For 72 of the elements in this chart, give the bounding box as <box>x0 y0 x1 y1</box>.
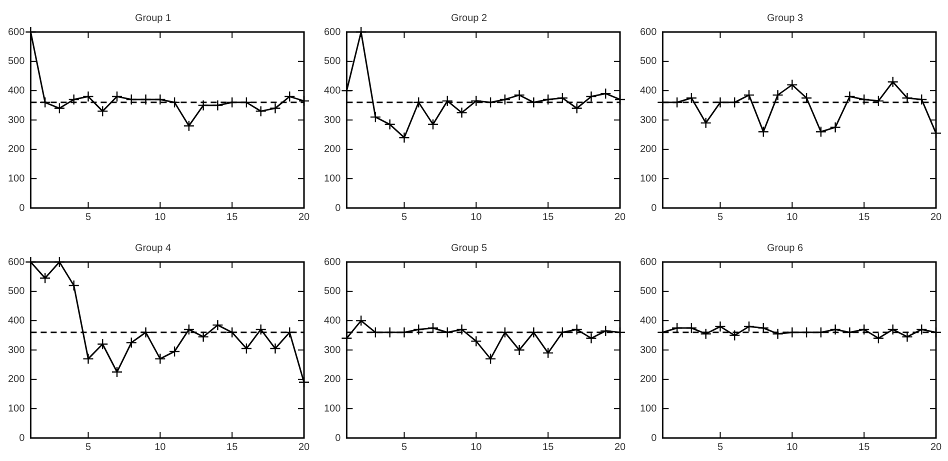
y-tick-label: 600 <box>640 256 658 268</box>
y-tick-label: 500 <box>324 56 342 68</box>
y-tick-label: 100 <box>8 403 26 414</box>
y-tick-label: 600 <box>8 26 26 38</box>
x-tick-label: 5 <box>401 442 408 453</box>
x-tick-label: 20 <box>298 442 310 453</box>
y-tick-label: 100 <box>324 173 342 184</box>
y-tick-label: 100 <box>8 173 26 184</box>
y-tick-label: 500 <box>8 286 26 298</box>
y-tick-label: 200 <box>640 144 658 156</box>
y-tick-label: 400 <box>640 85 658 96</box>
y-tick-label: 500 <box>640 56 658 68</box>
y-tick-label: 300 <box>324 114 342 126</box>
x-tick-label: 20 <box>298 212 310 223</box>
x-tick-label: 5 <box>401 212 408 223</box>
y-tick-label: 300 <box>640 344 658 356</box>
y-tick-label: 200 <box>8 144 26 156</box>
chart-title: Group 2 <box>450 12 488 24</box>
chart-title: Group 5 <box>450 242 488 254</box>
x-tick-label: 10 <box>786 212 798 223</box>
y-tick-label: 600 <box>324 26 342 38</box>
y-tick-label: 300 <box>8 344 26 356</box>
x-tick-label: 20 <box>614 442 626 453</box>
y-tick-label: 600 <box>324 256 342 268</box>
x-tick-label: 10 <box>786 442 798 453</box>
x-tick-label: 5 <box>717 212 724 223</box>
x-tick-label: 10 <box>154 212 166 223</box>
y-tick-label: 400 <box>8 315 26 326</box>
y-tick-label: 0 <box>19 432 26 444</box>
x-tick-label: 15 <box>542 212 554 223</box>
y-tick-label: 200 <box>640 374 658 386</box>
chart-title: Group 1 <box>134 12 172 24</box>
y-tick-label: 300 <box>8 114 26 126</box>
x-tick-label: 10 <box>470 442 482 453</box>
y-tick-label: 300 <box>324 344 342 356</box>
x-tick-label: 20 <box>930 212 942 223</box>
y-tick-label: 0 <box>651 202 658 214</box>
x-tick-label: 10 <box>154 442 166 453</box>
y-tick-label: 0 <box>651 432 658 444</box>
x-tick-label: 15 <box>226 442 238 453</box>
y-tick-label: 400 <box>324 85 342 96</box>
x-tick-label: 5 <box>85 212 92 223</box>
y-tick-label: 400 <box>8 85 26 96</box>
chart-title: Group 4 <box>134 242 172 254</box>
y-tick-label: 100 <box>640 173 658 184</box>
y-tick-label: 100 <box>640 403 658 414</box>
y-tick-label: 300 <box>640 114 658 126</box>
y-tick-label: 400 <box>640 315 658 326</box>
x-tick-label: 15 <box>858 442 870 453</box>
chart-title: Group 6 <box>766 242 804 254</box>
chart-title: Group 3 <box>766 12 804 24</box>
y-tick-label: 600 <box>8 256 26 268</box>
x-tick-label: 15 <box>226 212 238 223</box>
y-tick-label: 500 <box>640 286 658 298</box>
y-tick-label: 500 <box>324 286 342 298</box>
x-tick-label: 10 <box>470 212 482 223</box>
y-tick-label: 100 <box>324 403 342 414</box>
x-tick-label: 5 <box>717 442 724 453</box>
y-tick-label: 600 <box>640 26 658 38</box>
y-tick-label: 0 <box>335 202 342 214</box>
x-tick-label: 20 <box>930 442 942 453</box>
y-tick-label: 0 <box>335 432 342 444</box>
y-tick-label: 200 <box>324 144 342 156</box>
y-tick-label: 500 <box>8 56 26 68</box>
x-tick-label: 5 <box>85 442 92 453</box>
x-tick-label: 15 <box>542 442 554 453</box>
y-tick-label: 200 <box>8 374 26 386</box>
y-tick-label: 0 <box>19 202 26 214</box>
x-tick-label: 20 <box>614 212 626 223</box>
y-tick-label: 200 <box>324 374 342 386</box>
x-tick-label: 15 <box>858 212 870 223</box>
y-tick-label: 400 <box>324 315 342 326</box>
